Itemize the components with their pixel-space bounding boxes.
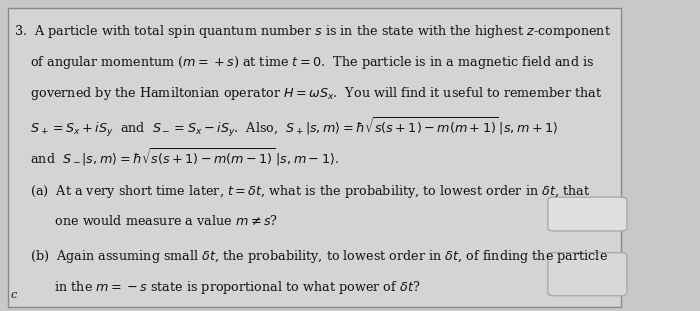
FancyBboxPatch shape <box>548 253 626 296</box>
Text: one would measure a value $m \neq s$?: one would measure a value $m \neq s$? <box>14 214 278 228</box>
Text: c: c <box>11 290 17 300</box>
Text: (b)  Again assuming small $\delta t$, the probability, to lowest order in $\delt: (b) Again assuming small $\delta t$, the… <box>14 248 608 265</box>
Text: of angular momentum ($m = +s$) at time $t = 0$.  The particle is in a magnetic f: of angular momentum ($m = +s$) at time $… <box>14 54 594 71</box>
FancyBboxPatch shape <box>548 197 626 231</box>
Text: (a)  At a very short time later, $t = \delta t$, what is the probability, to low: (a) At a very short time later, $t = \de… <box>14 183 590 200</box>
Text: $S_+ = S_x + iS_y$  and  $S_- = S_x - iS_y$.  Also,  $S_+|s, m\rangle = \hbar\sq: $S_+ = S_x + iS_y$ and $S_- = S_x - iS_y… <box>14 115 559 139</box>
Text: and  $S_-|s, m\rangle = \hbar\sqrt{s(s+1) - m(m-1)}\,|s, m-1\rangle$.: and $S_-|s, m\rangle = \hbar\sqrt{s(s+1)… <box>14 146 339 168</box>
Text: in the $m = -s$ state is proportional to what power of $\delta t$?: in the $m = -s$ state is proportional to… <box>14 279 420 296</box>
Text: governed by the Hamiltonian operator $H = \omega S_x$.  You will find it useful : governed by the Hamiltonian operator $H … <box>14 85 603 102</box>
FancyBboxPatch shape <box>8 7 620 307</box>
Text: 3.  A particle with total spin quantum number $s$ is in the state with the highe: 3. A particle with total spin quantum nu… <box>14 23 611 40</box>
